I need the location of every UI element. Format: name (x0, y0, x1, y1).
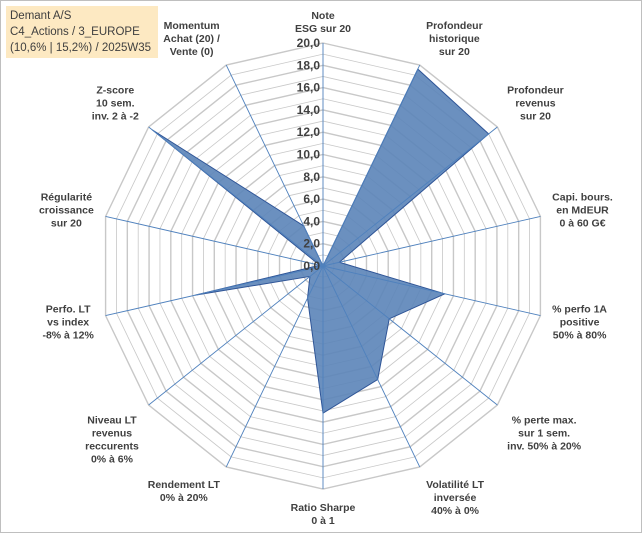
axis-label-line: Momentum (164, 20, 220, 32)
axis-label: Profondeur revenus sur 20 (507, 85, 564, 123)
axis-spoke (322, 265, 498, 406)
axis-label-line: Rendement LT (148, 479, 221, 491)
axis-label-line: sur 20 (51, 217, 82, 229)
axis-spoke (322, 126, 498, 267)
axis-label-line: % perte max. (512, 414, 577, 426)
chart-title-line-1: Demant A/S (10, 10, 72, 22)
axis-label-line: inv. 50% à 20% (507, 440, 582, 452)
axis-label: Perfo. LT vs index -8% à 12% (42, 304, 94, 342)
axis-label-line: % perfo 1A (552, 304, 607, 316)
axis-label-line: vs index (47, 317, 89, 329)
axis-label-line: 10 sem. (96, 98, 135, 110)
axis-label-line: -8% à 12% (42, 330, 94, 342)
axis-spoke (322, 215, 541, 267)
radial-tick-label: 2,0 (303, 237, 320, 251)
axis-label-line: 0 à 1 (311, 515, 335, 527)
axis-spoke (322, 265, 541, 317)
radial-tick-labels: 0,0 2,0 4,0 6,0 8,0 10,0 12,0 14,0 16,0 18,0 20,0 (297, 36, 321, 273)
axis-label-line: revenus (515, 98, 555, 110)
chart-title-line-3: (10,6% | 15,2%) / 2025W35 (10, 42, 152, 54)
axis-label-line: Z-score (96, 85, 134, 97)
axis-label: Z-score 10 sem. inv. 2 à -2 (92, 85, 139, 123)
axis-label-line: Capi. bours. (552, 191, 613, 203)
axis-label: Rendement LT 0% à 20% (148, 479, 221, 504)
axis-label-line: Perfo. LT (46, 304, 91, 316)
axis-label-line: Volatilité LT (426, 479, 485, 491)
axis-label: Capi. bours. en MdEUR 0 à 60 G€ (552, 191, 613, 229)
axis-label-line: 0 à 60 G€ (559, 217, 605, 229)
axis-label-line: croissance (39, 204, 94, 216)
axis-label-line: 40% à 0% (431, 505, 480, 517)
axis-label-line: 50% à 80% (553, 330, 607, 342)
radial-tick-label: 6,0 (303, 192, 320, 206)
axis-label-line: reccurents (85, 440, 139, 452)
axis-label-line: Profondeur (426, 20, 483, 32)
radial-tick-label: 8,0 (303, 170, 320, 184)
axis-label-line: Note (311, 10, 334, 22)
axis-spoke (148, 126, 324, 267)
chart-title-box: Demant A/S C4_Actions / 3_EUROPE (10,6% … (6, 6, 158, 58)
axis-spoke (225, 265, 324, 468)
axis-label-line: 0% à 6% (91, 453, 134, 465)
axis-label: Ratio Sharpe 0 à 1 (291, 502, 356, 527)
radial-tick-label: 0,0 (303, 259, 320, 273)
axis-label-line: inv. 2 à -2 (92, 111, 139, 123)
axis-label-line: historique (429, 33, 480, 45)
radial-tick-label: 18,0 (297, 58, 321, 72)
axis-label-line: 0% à 20% (160, 492, 209, 504)
radial-tick-label: 10,0 (297, 148, 321, 162)
radial-tick-label: 4,0 (303, 214, 320, 228)
axis-label-line: sur 20 (439, 46, 470, 58)
chart-title-line-2: C4_Actions / 3_EUROPE (10, 26, 140, 38)
axis-spoke (322, 265, 421, 468)
axis-label: % perfo 1A positive 50% à 80% (552, 304, 607, 342)
axis-label-line: en MdEUR (556, 204, 609, 216)
axis-label-line: Ratio Sharpe (291, 502, 356, 514)
axis-spoke (225, 64, 324, 267)
axis-label: Niveau LT revenus reccurents 0% à 6% (85, 414, 139, 465)
radial-tick-label: 14,0 (297, 103, 321, 117)
axis-label: Momentum Achat (20) / Vente (0) (163, 20, 220, 58)
axis-label-line: inversée (434, 492, 477, 504)
axis-label: Volatilité LT inversée 40% à 0% (426, 479, 485, 517)
axis-spoke (148, 265, 324, 406)
axis-label-line: ESG sur 20 (295, 23, 351, 35)
axis-label-line: revenus (92, 427, 132, 439)
axis-spoke (105, 265, 324, 317)
radial-tick-label: 16,0 (297, 81, 321, 95)
axis-label-line: Niveau LT (87, 414, 137, 426)
axis-label-line: sur 20 (520, 111, 551, 123)
axis-label-line: Régularité (41, 191, 93, 203)
axis-label-line: sur 1 sem. (518, 427, 570, 439)
axis-label-line: Profondeur (507, 85, 564, 97)
axis-spoke (105, 215, 324, 267)
axis-labels: Note ESG sur 20 Profondeur historique sur 20… (39, 10, 613, 527)
axis-label-line: Vente (0) (170, 46, 214, 58)
axis-label: Note ESG sur 20 (295, 10, 351, 35)
radial-tick-label: 12,0 (297, 125, 321, 139)
radial-tick-label: 20,0 (297, 36, 321, 50)
axis-label: Profondeur historique sur 20 (426, 20, 483, 58)
axis-label-line: positive (560, 317, 600, 329)
axis-label-line: Achat (20) / (163, 33, 220, 45)
axis-label: Régularité croissance sur 20 (39, 191, 94, 229)
axis-spoke (322, 64, 421, 267)
radar-spokes (105, 43, 541, 489)
axis-label: % perte max. sur 1 sem. inv. 50% à 20% (507, 414, 582, 452)
